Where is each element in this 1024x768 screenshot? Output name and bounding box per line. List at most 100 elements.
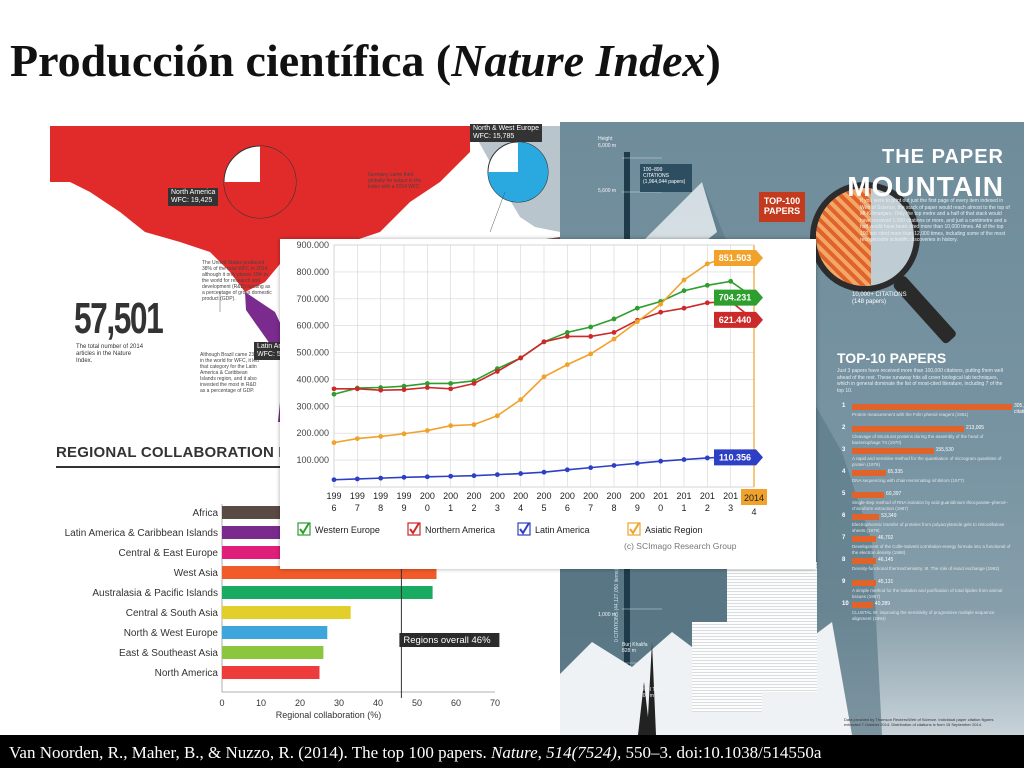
paper-rank: 10 [842, 601, 849, 607]
paper-citation-count: 305,148 citations [1014, 403, 1024, 415]
x-tick-label: 199 [396, 491, 411, 501]
bar-category-label: Australasia & Pacific Islands [92, 588, 218, 599]
paper-rank: 5 [842, 491, 846, 497]
series-point [634, 319, 640, 325]
citation-journal: Nature, 514(7524) [491, 743, 617, 762]
series-point [658, 458, 664, 464]
bar-x-tick-label: 70 [490, 698, 500, 708]
end-value-label-bg [714, 250, 763, 267]
series-point [704, 455, 710, 461]
paper-citation-bar [852, 426, 964, 432]
series-point [354, 436, 360, 441]
title-main: Producción científica ( [10, 35, 452, 86]
citation-footer: Van Noorden, R., Maher, B., & Nuzzo, R. … [0, 735, 1024, 768]
bar-x-tick-label: 40 [373, 698, 383, 708]
bar-category-label: Central & South Asia [126, 608, 219, 619]
series-point [564, 334, 570, 339]
paper-citation-count: 46,145 [878, 557, 894, 563]
series-point [354, 476, 360, 482]
citation-text: Van Noorden, R., Maher, B., & Nuzzo, R. … [9, 743, 821, 763]
x-tick-label-suffix: 4 [518, 503, 523, 513]
elevation-1000: 1,000 m [598, 612, 617, 618]
paper-citation-count: 40,289 [874, 601, 891, 607]
paper-citation-bar [852, 404, 1012, 410]
north-america-label: North America WFC: 19,425 [168, 188, 219, 206]
y-tick-label: 800.000 [296, 267, 329, 277]
series-point [354, 386, 360, 392]
eiffel-tower-label: Eiffel Tower 301 m [640, 687, 666, 699]
paper-caption: Protein measurement with the Folin pheno… [852, 412, 969, 417]
reference-line-label: Regions overall 46% [403, 635, 491, 646]
y-tick-label: 300.000 [296, 401, 329, 411]
brazil-note: Although Brazil came 23rd in the world f… [200, 352, 259, 394]
series-point [611, 463, 617, 468]
x-tick-label-suffix: 1 [448, 503, 453, 513]
bar-x-tick-label: 0 [219, 698, 224, 708]
citations-stat: 10,000+ CITATIONS (148 papers) [852, 292, 907, 306]
series-point [401, 431, 407, 437]
paper-citation-count: 213,005 [966, 425, 985, 431]
x-tick-label-suffix: 6 [565, 503, 570, 513]
x-tick-label: 201 [676, 491, 691, 501]
bar [222, 526, 289, 539]
series-point [424, 428, 430, 433]
x-tick-label-suffix: 3 [495, 503, 500, 513]
series-point [401, 387, 407, 393]
paper-rank: 9 [842, 579, 846, 585]
legend-label: Latin America [535, 525, 590, 535]
x-highlight-tick-bg [741, 489, 767, 505]
series-point [658, 301, 664, 307]
bar-category-label: Africa [192, 508, 218, 519]
paper-citation-bar [852, 448, 934, 454]
end-value-label-bg [714, 449, 763, 466]
paper-caption: Single-step method of RNA isolation by a… [852, 500, 1008, 511]
series-point [541, 374, 547, 380]
end-value-label: 851.503 [719, 253, 752, 263]
series-point [564, 329, 570, 335]
x-tick-label-suffix: 5 [541, 503, 546, 513]
elevation-500: 500 m [598, 660, 612, 666]
paper-caption: Development of the Colle-Salvetti correl… [852, 544, 1011, 555]
x-tick-label: 201 [700, 491, 715, 501]
series-point [471, 422, 477, 428]
bar [222, 666, 320, 679]
nwe-wfc: WFC: 15,785 [473, 133, 515, 140]
bar-x-tick-label: 50 [412, 698, 422, 708]
north-america-name: North America [171, 189, 216, 196]
elevation-5600: 5,600 m [598, 188, 617, 194]
legend-checkmark-icon [629, 522, 640, 535]
x-tick-label: 201 [723, 491, 738, 501]
bar-category-label: North America [155, 668, 219, 679]
bar-x-tick-label: 60 [451, 698, 461, 708]
series-point [611, 336, 617, 342]
x-tick-label: 200 [443, 491, 458, 501]
series-point [331, 477, 337, 483]
series-point [588, 324, 594, 330]
x-tick-label: 200 [513, 491, 528, 501]
paper-caption: Density-functional thermochemistry. III.… [852, 566, 1000, 571]
series-point [378, 475, 384, 481]
end-value-label-bg [714, 311, 763, 328]
x-tick-label-suffix: 9 [635, 503, 640, 513]
legend-checkmark-icon [409, 522, 420, 535]
citations-stat-papers: (148 papers) [852, 299, 887, 305]
bar [222, 606, 351, 619]
x-tick-label-highlight: 2014 [744, 493, 764, 503]
legend-label: Northern America [425, 525, 495, 535]
paper-caption: Cleavage of structural proteins during t… [852, 434, 984, 445]
paper-mountain-footer: Data provided by Thomson Reuters/Web of … [844, 717, 994, 727]
top10-description: Just 3 papers have received more than 10… [837, 368, 1003, 394]
germany-note: Germany came third globally for output i… [368, 172, 422, 190]
series-point [588, 465, 594, 471]
paper-citation-count: 155,530 [935, 447, 954, 453]
latin-america-shape [245, 292, 290, 352]
series-point [634, 460, 640, 466]
paper-mountain-intro: If you were to print out just the first … [860, 198, 1010, 243]
citations-range: 100–899 CITATIONS [643, 167, 669, 179]
regional-collaboration-bar-chart: Africa Latin America & Caribbean Islands C… [65, 502, 500, 720]
y-tick-label: 900.000 [296, 240, 329, 250]
title-end: ) [705, 35, 721, 86]
y-tick-label: 100.000 [296, 455, 329, 465]
paper-rank: 4 [842, 469, 846, 475]
series-point [331, 391, 337, 397]
